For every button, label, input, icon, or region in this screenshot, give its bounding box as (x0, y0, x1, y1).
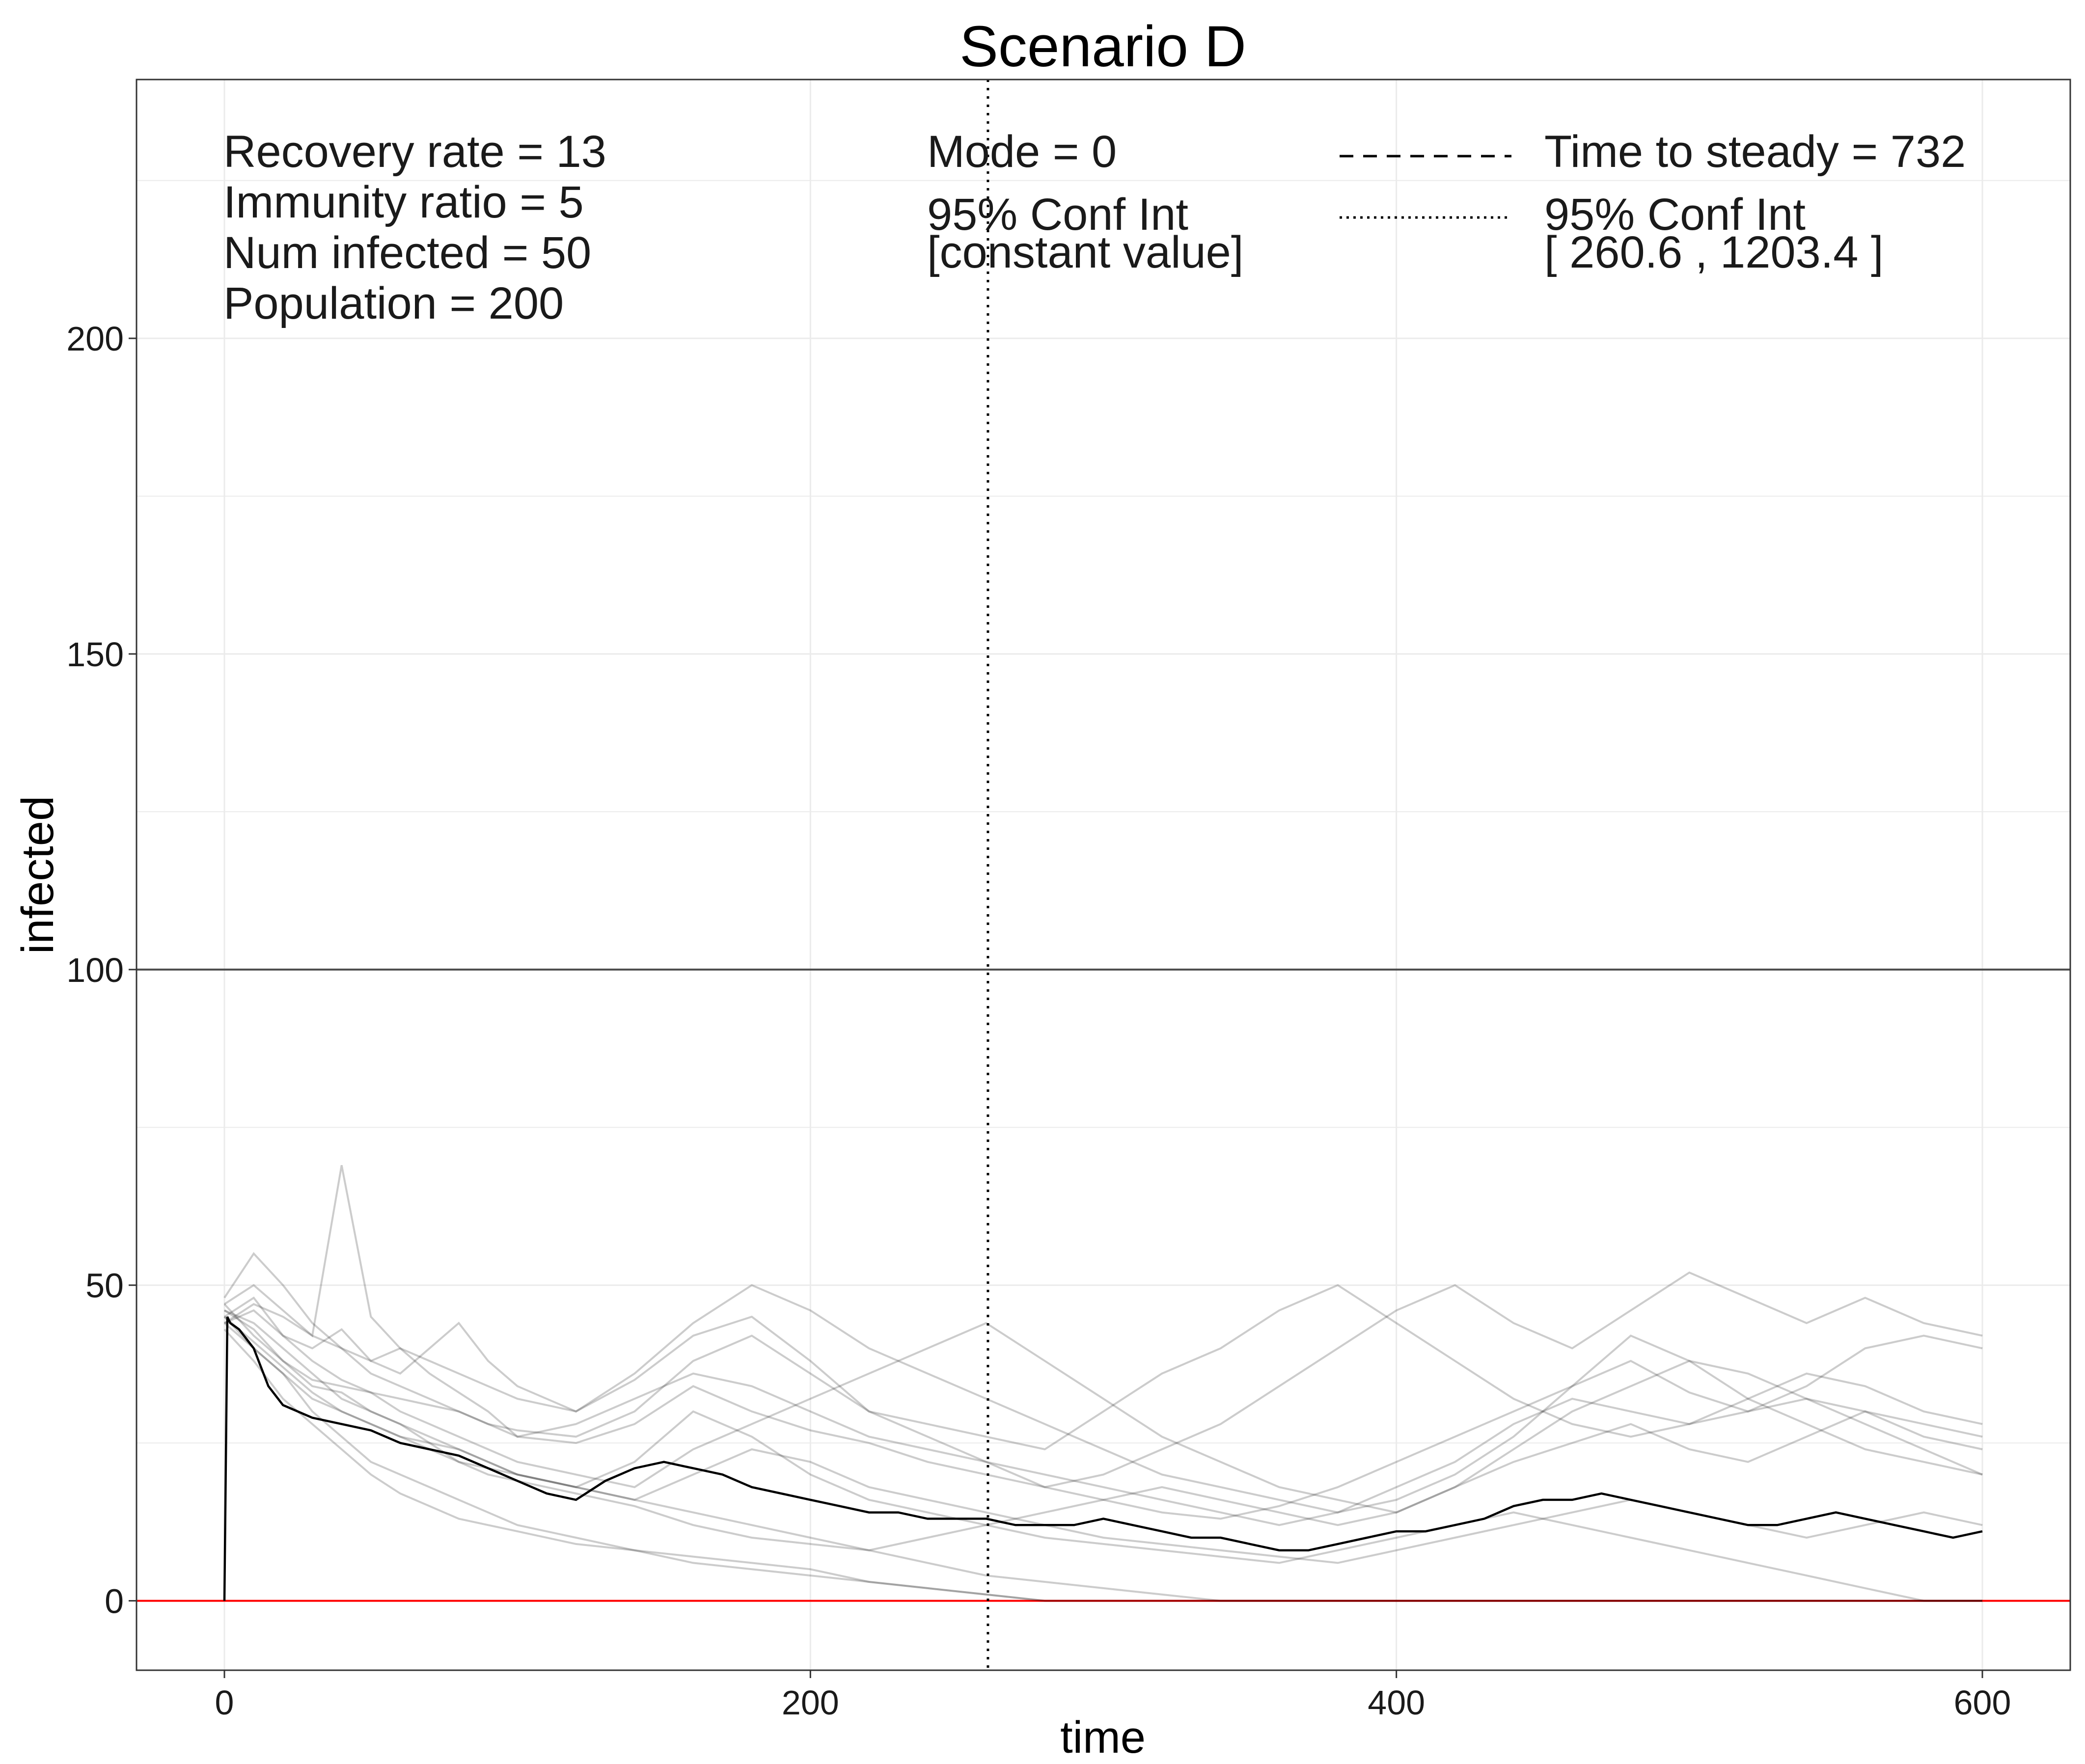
annotation-steady-conf-value: [ 260.6 , 1203.4 ] (1544, 227, 1884, 277)
annotation-time-to-steady: Time to steady = 732 (1544, 127, 1966, 177)
run-series-line (223, 1296, 1983, 1520)
run-series-line (223, 1284, 1983, 1451)
run-series-line (223, 1329, 1982, 1602)
run-series-line (223, 1165, 1983, 1489)
run-series-line (223, 1309, 1983, 1551)
annotation-mid: Mode = 0 95% Conf Int [constant value] (927, 127, 1243, 277)
y-tick-label: 150 (66, 635, 124, 674)
annotation-mode-conf-int: 95% Conf Int (927, 190, 1188, 240)
run-series-line (224, 1309, 1983, 1514)
y-axis: 0 50 100 150 200 (66, 320, 137, 1621)
annotation-population: Population = 200 (223, 278, 564, 328)
y-axis-label: infected (13, 796, 63, 954)
y-tick-label: 200 (66, 320, 124, 358)
annotation-steady-conf-int: 95% Conf Int (1544, 190, 1806, 240)
panel-border (136, 79, 2071, 1671)
annotation-immunity-ratio: Immunity ratio = 5 (223, 177, 584, 227)
x-tick-label: 0 (215, 1683, 234, 1722)
run-series-line (223, 1252, 1983, 1514)
x-axis: 0 200 400 600 (215, 1670, 2011, 1722)
chart-title: Scenario D (960, 14, 1246, 79)
annotation-right: Time to steady = 732 95% Conf Int [ 260.… (1340, 127, 1966, 277)
y-tick-label: 100 (66, 951, 124, 989)
reference-lines (137, 80, 2070, 1670)
annotation-recovery-rate: Recovery rate = 13 (223, 127, 606, 177)
x-tick-label: 600 (1954, 1683, 2011, 1722)
run-series-line (223, 1322, 1982, 1602)
mean-series-group (223, 1316, 1983, 1601)
mean-series-line (223, 1316, 1983, 1601)
y-tick-label: 0 (105, 1582, 124, 1621)
annotation-left: Recovery rate = 13 Immunity ratio = 5 Nu… (223, 127, 606, 328)
annotation-mode-conf-value: [constant value] (927, 227, 1243, 277)
x-tick-label: 400 (1368, 1683, 1425, 1722)
y-tick-label: 50 (85, 1267, 124, 1305)
x-tick-label: 200 (782, 1683, 839, 1722)
annotation-mode: Mode = 0 (927, 127, 1117, 177)
x-axis-label: time (1060, 1712, 1146, 1763)
run-series-line (224, 1309, 1982, 1602)
plot-panel (137, 80, 2070, 1670)
run-series-line (223, 1303, 1983, 1526)
annotation-num-infected: Num infected = 50 (223, 228, 591, 278)
